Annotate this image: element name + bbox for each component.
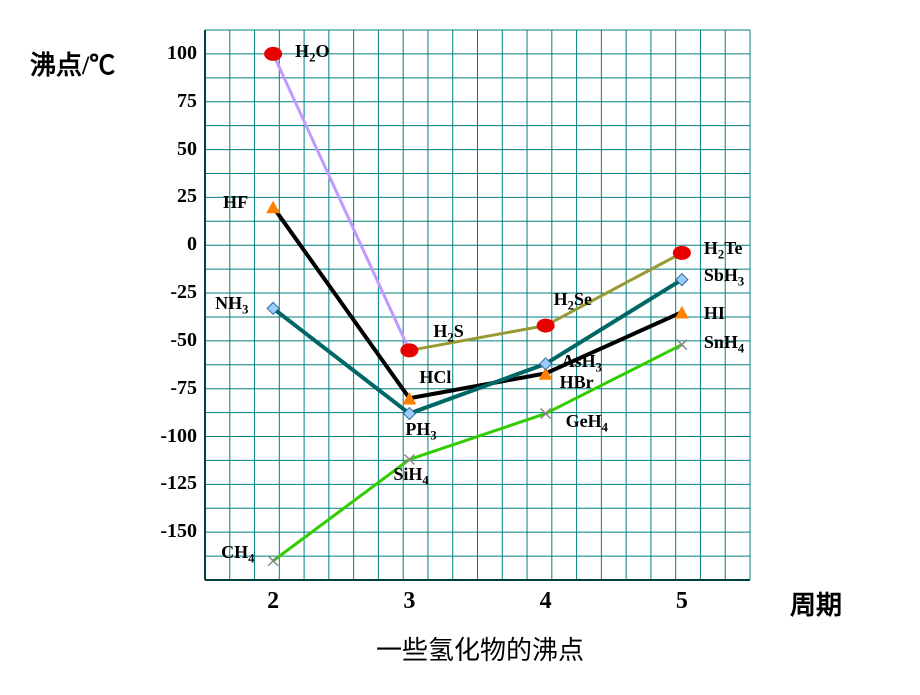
point-label-h2se: H2Se xyxy=(554,289,592,314)
point-label-hf: HF xyxy=(223,192,248,213)
chart-caption: 一些氢化物的沸点 xyxy=(290,630,670,667)
x-tick-label: 3 xyxy=(394,588,424,615)
y-tick-label: -75 xyxy=(137,377,197,400)
point-label-hcl: HCl xyxy=(419,367,451,388)
point-label-h2te: H2Te xyxy=(704,238,743,263)
y-axis-title: 沸点/℃ xyxy=(30,45,115,82)
point-label-hi: HI xyxy=(704,303,725,324)
point-label-sbh3: SbH3 xyxy=(704,265,744,290)
y-tick-label: 100 xyxy=(137,42,197,65)
y-tick-label: 25 xyxy=(137,185,197,208)
point-label-geh4: GeH4 xyxy=(566,411,608,436)
point-label-nh3: NH3 xyxy=(215,293,248,318)
point-label-hbr: HBr xyxy=(560,372,594,393)
x-axis-title: 周期 xyxy=(790,585,842,622)
y-tick-label: 75 xyxy=(137,90,197,113)
point-label-ph3: PH3 xyxy=(405,419,436,444)
x-tick-label: 4 xyxy=(531,588,561,615)
point-label-sih4: SiH4 xyxy=(393,464,428,489)
y-tick-label: -125 xyxy=(137,472,197,495)
hydride-boiling-point-chart: 沸点/℃ 周期 一些氢化物的沸点 1007550250-25-50-75-100… xyxy=(0,0,920,690)
y-tick-label: -100 xyxy=(137,425,197,448)
y-tick-label: -50 xyxy=(137,329,197,352)
y-tick-label: 50 xyxy=(137,138,197,161)
y-tick-label: -150 xyxy=(137,520,197,543)
point-label-h2o: H2O xyxy=(295,41,329,66)
x-tick-label: 5 xyxy=(667,588,697,615)
y-tick-label: 0 xyxy=(137,233,197,256)
y-tick-label: -25 xyxy=(137,281,197,304)
point-label-ash3: AsH3 xyxy=(562,351,602,376)
point-label-ch4: CH4 xyxy=(221,542,254,567)
point-label-h2s: H2S xyxy=(433,321,463,346)
x-tick-label: 2 xyxy=(258,588,288,615)
point-label-snh4: SnH4 xyxy=(704,332,744,357)
